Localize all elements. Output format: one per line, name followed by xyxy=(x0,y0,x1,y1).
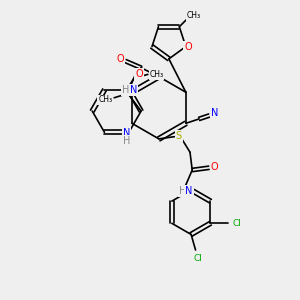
Text: CH₃: CH₃ xyxy=(98,95,112,104)
Text: N: N xyxy=(130,85,137,95)
Text: O: O xyxy=(184,42,192,52)
Text: N: N xyxy=(123,128,130,138)
Text: S: S xyxy=(176,130,182,141)
Text: CH₃: CH₃ xyxy=(187,11,201,20)
Text: O: O xyxy=(211,162,218,172)
Text: H: H xyxy=(178,186,186,196)
Text: O: O xyxy=(116,54,124,64)
Text: H: H xyxy=(123,136,130,146)
Text: Cl: Cl xyxy=(193,254,202,263)
Text: N: N xyxy=(185,186,193,196)
Text: Cl: Cl xyxy=(232,219,242,228)
Text: CH₃: CH₃ xyxy=(150,70,164,79)
Text: N: N xyxy=(211,108,218,118)
Text: O: O xyxy=(135,69,143,80)
Text: H: H xyxy=(122,85,129,95)
